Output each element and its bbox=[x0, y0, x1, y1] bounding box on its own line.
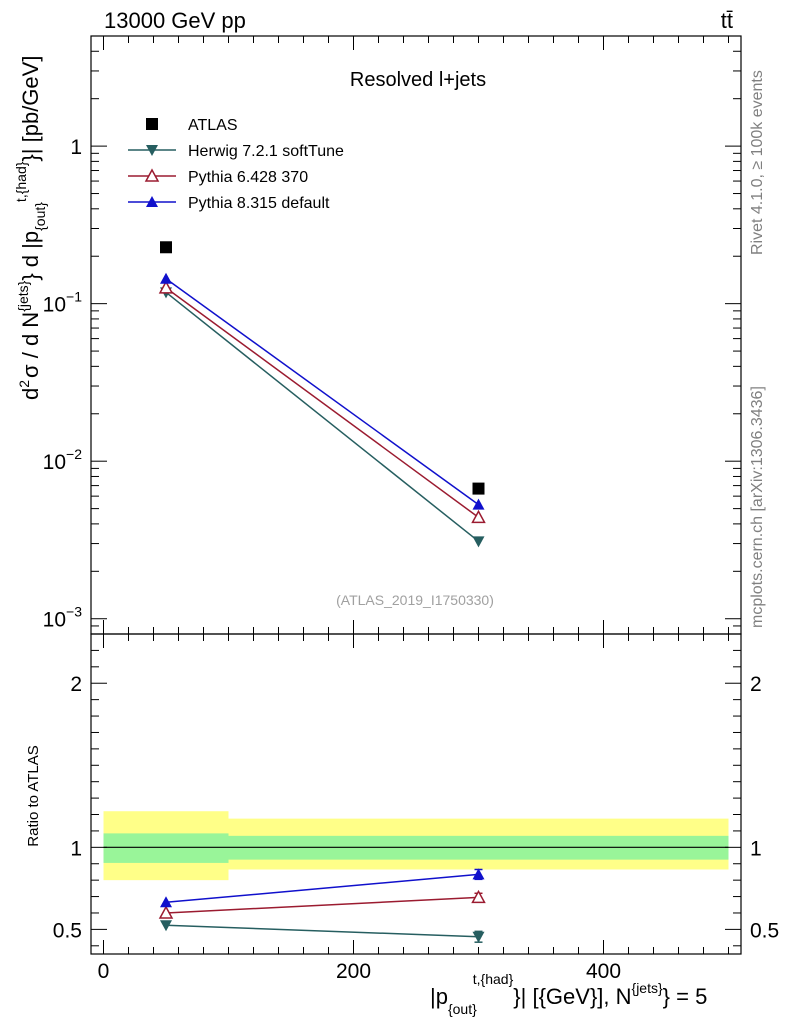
main-data-point bbox=[158, 280, 174, 294]
main-ytick-label-base: 10 bbox=[43, 609, 66, 632]
main-ylabel: d2 σ / d N{jets}} d |p{out}t,{had}}| [pb/… bbox=[13, 56, 48, 400]
ratio-panel bbox=[90, 633, 742, 955]
ylabel-sup2: 2 bbox=[16, 380, 32, 388]
main-data-point bbox=[472, 536, 485, 548]
ylabel-tail: }| [pb/GeV] bbox=[18, 56, 43, 162]
ratio-xtick-label: 200 bbox=[336, 960, 371, 983]
ratio-ytick-label-right: 0.5 bbox=[750, 919, 779, 942]
main-series-line bbox=[165, 287, 479, 518]
main-ytick-label: 10−3 bbox=[43, 604, 83, 632]
rivet-label: Rivet 4.1.0, ≥ 100k events bbox=[749, 70, 766, 255]
process-label: tt̄ bbox=[721, 8, 733, 33]
ylabel-sup-had: t,{had} bbox=[13, 161, 29, 202]
energy-label: 13000 GeV pp bbox=[104, 8, 246, 33]
legend-marker bbox=[146, 196, 158, 207]
ratio-axis-ticks: 0 200 400 0.5 0.5 1 1 2 2 bbox=[53, 633, 779, 983]
ratio-series-line bbox=[165, 924, 479, 938]
ratio-ylabel: Ratio to ATLAS bbox=[25, 745, 42, 846]
legend-marker bbox=[146, 118, 158, 130]
ratio-xlabel: |p{out} t,{had}}| [{GeV}], N{jets}} = 5 bbox=[430, 971, 707, 1017]
ratio-uncertainty-bands bbox=[103, 811, 729, 881]
xlabel-sub-out: {out} bbox=[448, 1001, 477, 1017]
ratio-data-point bbox=[160, 896, 172, 908]
ratio-ytick-label-right: 1 bbox=[750, 837, 762, 860]
ratio-band-green bbox=[103, 833, 229, 863]
main-title: Resolved l+jets bbox=[350, 69, 486, 91]
main-ytick-label-base: 10 bbox=[43, 294, 66, 317]
ratio-data-point bbox=[472, 931, 485, 943]
main-ytick-label-exp: −3 bbox=[66, 604, 82, 620]
ratio-data-point bbox=[471, 889, 486, 904]
legend-marker bbox=[144, 168, 160, 182]
main-ytick-label: 1 bbox=[70, 136, 82, 159]
main-series-line bbox=[165, 278, 479, 506]
main-data-point bbox=[160, 241, 172, 254]
main-data-point bbox=[472, 498, 485, 510]
main-ytick-label-exp: −1 bbox=[66, 289, 82, 305]
ylabel-sigma: σ / d N bbox=[18, 312, 43, 378]
main-ytick-label-base: 10 bbox=[43, 451, 66, 474]
ylabel-mid: } d |p bbox=[18, 231, 43, 281]
main-ytick-label: 10−1 bbox=[43, 289, 83, 317]
ratio-data-point bbox=[472, 868, 485, 880]
ratio-series bbox=[158, 868, 486, 943]
main-ytick-label: 10−2 bbox=[43, 446, 83, 474]
ylabel-sup-jets: {jets} bbox=[15, 280, 31, 311]
ratio-frame bbox=[90, 633, 742, 955]
main-series-line bbox=[165, 291, 479, 542]
ratio-ytick-label-left: 1 bbox=[70, 837, 82, 860]
legend-entry: Pythia 8.315 default bbox=[188, 195, 330, 212]
mcplots-label: mcplots.cern.ch [arXiv:1306.3436] bbox=[749, 386, 766, 628]
ylabel-d: d bbox=[18, 388, 43, 400]
xlabel-sup-had: t,{had} bbox=[473, 971, 514, 987]
watermark-label: (ATLAS_2019_I1750330) bbox=[336, 592, 494, 608]
ratio-ytick-label-right: 2 bbox=[750, 673, 762, 696]
ratio-series-line bbox=[165, 873, 479, 904]
main-axis-ticks: 110−110−210−3 bbox=[43, 35, 741, 635]
ratio-ytick-label-left: 0.5 bbox=[53, 919, 82, 942]
main-data-point bbox=[471, 509, 486, 524]
ylabel-sub-out: {out} bbox=[32, 202, 48, 231]
main-data-point bbox=[472, 482, 485, 495]
ratio-xtick-label: 400 bbox=[586, 960, 621, 983]
ratio-data-point bbox=[160, 920, 172, 932]
xlabel-mid: }| [{GeV}], N bbox=[513, 984, 631, 1009]
ratio-data-point bbox=[158, 905, 174, 919]
main-ytick-label-exp: −2 bbox=[66, 446, 82, 462]
ratio-xtick-label: 0 bbox=[98, 960, 110, 983]
legend-marker bbox=[146, 145, 158, 156]
main-data-point bbox=[160, 272, 172, 284]
legend-entry: Herwig 7.2.1 softTune bbox=[188, 143, 344, 160]
ratio-ytick-label-left: 2 bbox=[70, 673, 82, 696]
ratio-series-line bbox=[165, 896, 479, 914]
xlabel-sup-jets: {jets} bbox=[632, 980, 663, 996]
legend: ATLAS Herwig 7.2.1 softTune Pythia 6.428 3… bbox=[128, 117, 344, 212]
main-series bbox=[158, 241, 486, 548]
legend-entry: Pythia 6.428 370 bbox=[188, 169, 308, 186]
legend-entry: ATLAS bbox=[188, 117, 238, 134]
xlabel-tail: } = 5 bbox=[663, 984, 708, 1009]
xlabel-p: |p bbox=[430, 984, 448, 1009]
